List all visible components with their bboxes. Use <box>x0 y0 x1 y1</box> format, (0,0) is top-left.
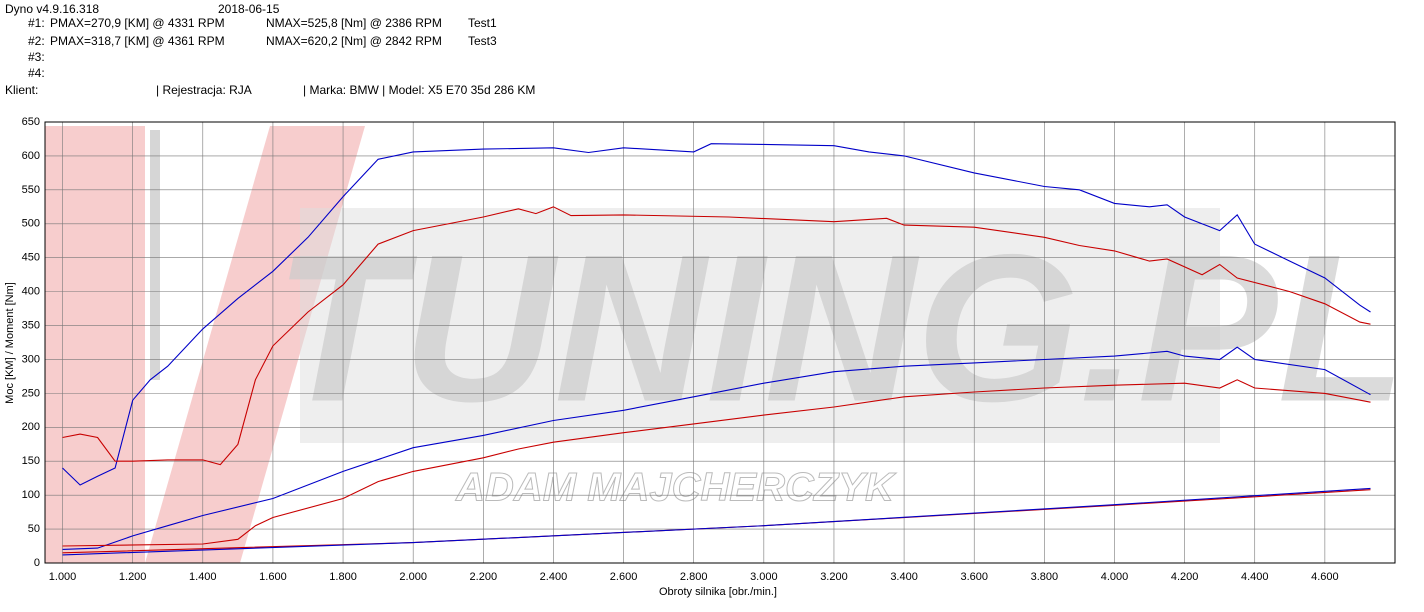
run-info: #1: <box>28 16 45 30</box>
run-info: #2: <box>28 34 45 48</box>
y-tick-label: 250 <box>22 387 40 399</box>
program: Dyno v4.9.16.318 <box>5 2 99 16</box>
run-info: Test1 <box>468 16 497 30</box>
y-tick-label: 150 <box>22 455 40 467</box>
x-tick-label: 1.600 <box>259 571 287 583</box>
y-tick-label: 650 <box>22 116 40 128</box>
x-tick-label: 4.400 <box>1241 571 1269 583</box>
curve <box>62 379 1371 547</box>
x-tick-label: 3.400 <box>890 571 918 583</box>
run-info: NMAX=525,8 [Nm] @ 2386 RPM <box>266 16 442 30</box>
x-tick-label: 2.200 <box>470 571 498 583</box>
y-tick-label: 100 <box>22 489 40 501</box>
watermark-shape <box>45 126 145 563</box>
x-tick-label: 2.600 <box>610 571 638 583</box>
watermark: TUNING.PL <box>274 210 1406 445</box>
vehicle: | Marka: BMW | Model: X5 E70 35d 286 KM <box>303 83 535 97</box>
y-tick-label: 450 <box>22 252 40 264</box>
x-tick-label: 3.800 <box>1031 571 1059 583</box>
x-tick-label: 4.600 <box>1311 571 1339 583</box>
curve <box>62 346 1371 550</box>
x-axis-label: Obroty silnika [obr./min.] <box>659 586 777 598</box>
y-tick-label: 600 <box>22 150 40 162</box>
y-tick-label: 300 <box>22 353 40 365</box>
x-tick-label: 1.200 <box>119 571 147 583</box>
curve <box>62 487 1371 556</box>
x-tick-label: 1.800 <box>329 571 357 583</box>
y-tick-label: 500 <box>22 218 40 230</box>
x-tick-label: 3.600 <box>960 571 988 583</box>
watermark-shape <box>150 130 160 380</box>
y-tick-label: 550 <box>22 184 40 196</box>
x-tick-label: 2.800 <box>680 571 708 583</box>
run-info: NMAX=620,2 [Nm] @ 2842 RPM <box>266 34 442 48</box>
y-tick-label: 350 <box>22 319 40 331</box>
registration: | Rejestracja: RJA <box>156 83 252 97</box>
run-info: PMAX=318,7 [KM] @ 4361 RPM <box>50 34 225 48</box>
date: 2018-06-15 <box>218 2 280 16</box>
y-axis-label: Moc [KM] / Moment [Nm] <box>4 282 16 404</box>
y-tick-label: 200 <box>22 421 40 433</box>
x-tick-label: 1.400 <box>189 571 217 583</box>
run-info: Test3 <box>468 34 497 48</box>
run-info: #3: <box>28 50 45 64</box>
curve <box>62 143 1371 486</box>
x-tick-label: 3.200 <box>820 571 848 583</box>
x-tick-label: 3.000 <box>750 571 778 583</box>
watermark-sub: ADAM MAJCHERCZYK <box>455 466 897 510</box>
y-tick-label: 50 <box>28 523 40 535</box>
x-tick-label: 1.000 <box>49 571 77 583</box>
x-tick-label: 2.000 <box>399 571 427 583</box>
frame <box>44 121 1396 564</box>
x-tick-label: 4.200 <box>1171 571 1199 583</box>
y-tick-label: 0 <box>34 557 40 569</box>
run-info: #4: <box>28 66 45 80</box>
y-tick-label: 400 <box>22 286 40 298</box>
curve <box>62 206 1371 466</box>
x-tick-label: 4.000 <box>1101 571 1129 583</box>
run-info: PMAX=270,9 [KM] @ 4331 RPM <box>50 16 225 30</box>
x-tick-label: 2.400 <box>540 571 568 583</box>
client: Klient: <box>5 83 38 97</box>
